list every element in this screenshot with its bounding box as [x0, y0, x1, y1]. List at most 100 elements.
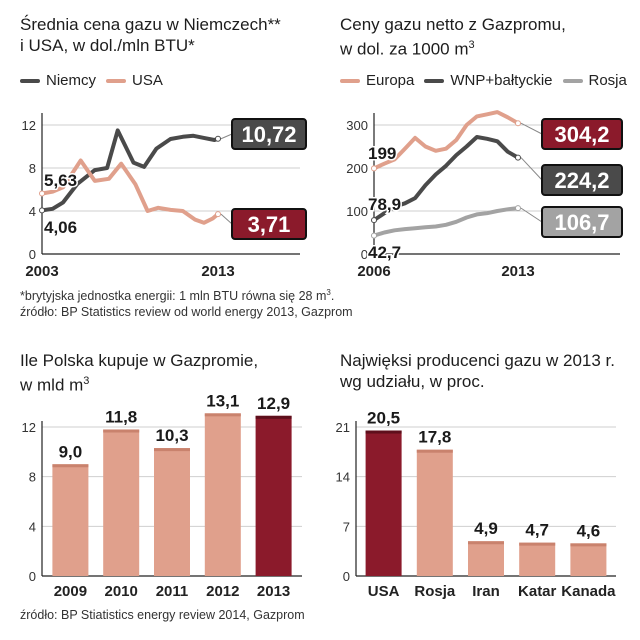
bar-cap — [519, 542, 556, 546]
chart3-svg: 0 4 8 12 9,0 2009 11,8 2010 10,3 2011 13,1 2012 12,9… — [22, 391, 302, 600]
callout-leader — [520, 207, 543, 223]
legend-swatch-europa — [340, 78, 360, 83]
end-value-label: 10,72 — [241, 122, 296, 147]
chart2-title: Ceny gazu netto z Gazpromu, w dol. za 10… — [340, 14, 566, 60]
bar-cap — [365, 430, 402, 434]
y-tick-label: 0 — [343, 569, 350, 584]
end-value-label: 304,2 — [554, 122, 609, 147]
y-tick-label: 0 — [361, 247, 368, 262]
bar-2011 — [154, 448, 190, 576]
bar-value-label: 17,8 — [418, 428, 451, 447]
legend-label-wnp: WNP+bałtyckie — [450, 72, 553, 89]
bar-kanada — [570, 543, 607, 576]
legend-label-europa: Europa — [366, 72, 415, 89]
start-value-label: 42,7 — [368, 243, 401, 262]
start-marker — [371, 232, 377, 239]
bar-cap — [570, 543, 607, 547]
bar-katar — [519, 542, 556, 576]
bar-value-label: 9,0 — [59, 442, 83, 461]
bar-value-label: 12,9 — [257, 394, 290, 413]
chart1-title: Średnia cena gazu w Niemczech** i USA, w… — [20, 14, 281, 56]
bar-rosja — [416, 449, 453, 576]
end-value-box — [541, 118, 623, 150]
legend-swatch-rosja — [562, 78, 583, 83]
bar-cap — [255, 415, 292, 419]
legend-swatch-niemcy — [20, 78, 40, 83]
end-value-label: 106,7 — [554, 210, 609, 235]
y-tick-label: 200 — [346, 161, 368, 176]
y-tick-label: 300 — [346, 118, 368, 133]
start-marker — [39, 207, 45, 214]
series-line-europa — [372, 110, 520, 171]
start-value-label: 199 — [368, 144, 396, 163]
start-value-label: 78,9 — [368, 195, 401, 214]
y-tick-label: 4 — [29, 204, 36, 219]
end-marker — [515, 154, 521, 161]
end-value-box — [541, 206, 623, 238]
bar-cap — [52, 464, 89, 468]
chart4-title: Najwięksi producenci gazu w 2013 r. wg u… — [340, 350, 615, 392]
chart3-title-sup: 3 — [83, 375, 90, 387]
y-tick-label: 14 — [336, 470, 350, 485]
end-value-label: 224,2 — [554, 168, 609, 193]
chart3-title-line1: Ile Polska kupuje w Gazpromie, — [20, 351, 259, 370]
x-tick-label: 2006 — [357, 263, 390, 280]
footnote-btu: *brytyjska jednostka energii: 1 mln BTU … — [20, 288, 334, 303]
y-tick-label: 7 — [343, 519, 350, 534]
y-tick-label: 8 — [29, 161, 36, 176]
start-marker — [371, 165, 377, 172]
chart2-title-sup: 3 — [468, 39, 475, 51]
bar-cap — [416, 449, 453, 453]
series-line-usa — [40, 158, 220, 225]
legend-item-rosja: Rosja — [562, 72, 627, 89]
start-marker — [39, 190, 45, 197]
bar-value-label: 4,6 — [577, 521, 601, 540]
chart2-legend: Europa WNP+bałtyckie Rosja — [340, 72, 637, 89]
chart1-title-line1: Średnia cena gazu w Niemczech** — [20, 15, 281, 34]
chart3-title-line2: w mld m3 — [20, 371, 258, 396]
end-value-label: 3,71 — [248, 212, 291, 237]
chart4-title-line1: Najwięksi producenci gazu w 2013 r. — [340, 351, 615, 370]
y-tick-label: 4 — [29, 519, 36, 534]
legend-item-europa: Europa — [340, 72, 414, 89]
y-tick-label: 0 — [29, 569, 36, 584]
x-tick-label: 2013 — [501, 263, 534, 280]
chart2-title-line2-text: w dol. za 1000 m — [340, 39, 469, 59]
chart3-title: Ile Polska kupuje w Gazpromie, w mld m3 — [20, 350, 258, 396]
start-value-label: 4,06 — [44, 218, 77, 237]
legend-label-rosja: Rosja — [588, 72, 627, 89]
x-tick-label: 2013 — [201, 263, 234, 280]
callout-leader — [520, 157, 543, 181]
bar-cap — [154, 448, 190, 452]
legend-item-usa: USA — [106, 72, 163, 89]
bar-cap — [204, 413, 241, 417]
callout-leader — [220, 213, 233, 225]
bar-value-label: 20,5 — [367, 409, 400, 428]
y-tick-label: 100 — [346, 204, 368, 219]
legend-item-niemcy: Niemcy — [20, 72, 96, 89]
footnote-btu-text: *brytyjska jednostka energii: 1 mln BTU … — [20, 289, 327, 304]
legend-swatch-wnp — [424, 78, 445, 83]
legend-item-wnp: WNP+bałtyckie — [424, 72, 553, 89]
chart2-title-line1: Ceny gazu netto z Gazpromu, — [340, 15, 566, 34]
bar-value-label: 10,3 — [155, 426, 188, 445]
end-marker — [215, 211, 221, 218]
x-tick-label: Kanada — [561, 583, 616, 600]
source-note-top: źródło: BP Statistics review od world en… — [20, 305, 353, 319]
chart4-svg: 0 7 14 21 20,5 USA 17,8 Rosja 4,9 Iran 4,7 Katar 4,6… — [336, 409, 617, 600]
chart1-title-line2: i USA, w dol./mln BTU* — [20, 36, 195, 55]
x-tick-label: 2003 — [25, 263, 58, 280]
bar-2012 — [204, 413, 241, 576]
x-tick-label: Rosja — [414, 583, 456, 600]
footnote-btu-end: . — [330, 289, 335, 304]
bar-value-label: 4,9 — [474, 519, 498, 538]
callout-leader — [220, 133, 233, 140]
chart4-title-line2: wg udziału, w proc. — [340, 372, 485, 391]
series-line-rosja — [372, 206, 520, 238]
bar-value-label: 4,7 — [525, 521, 549, 540]
footnote-btu-sup: 3 — [326, 288, 331, 297]
start-value-label: 5,63 — [44, 171, 77, 190]
x-tick-label: 2012 — [206, 583, 239, 600]
x-tick-label: USA — [368, 583, 400, 600]
